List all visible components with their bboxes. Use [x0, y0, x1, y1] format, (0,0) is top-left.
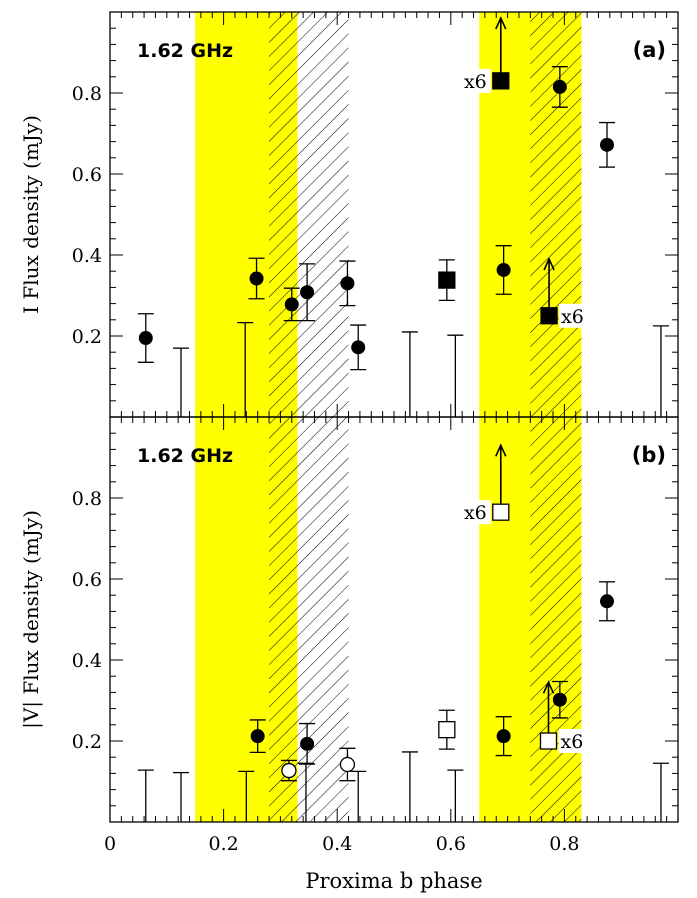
y-tick-label: 0.4 — [72, 650, 102, 672]
detection-point — [340, 276, 355, 291]
axes — [109, 11, 679, 823]
detection-point — [496, 729, 511, 744]
square-point — [492, 72, 510, 90]
scale-note: x6 — [464, 71, 487, 93]
arrow-head — [495, 443, 507, 457]
panel-label: (a) — [633, 38, 666, 62]
band-hatched — [530, 417, 582, 822]
band-hatched — [269, 12, 349, 417]
detection-point — [496, 262, 511, 277]
band-hatched — [530, 12, 582, 417]
y-tick-label: 0.6 — [72, 164, 102, 186]
detection-point — [300, 736, 315, 751]
y-tick-label: 0.2 — [72, 731, 102, 753]
open-point — [281, 762, 297, 779]
x-tick-label: 0.2 — [208, 833, 238, 855]
detection-point — [284, 297, 299, 312]
detection-point — [138, 331, 153, 346]
detection-point — [552, 79, 567, 94]
square-point — [539, 732, 558, 750]
detection-point — [600, 137, 614, 152]
detection-point — [552, 692, 567, 707]
y-tick-label: 0.8 — [72, 488, 102, 510]
panel-label: (b) — [632, 443, 666, 467]
note-background — [450, 68, 491, 93]
detection-point — [351, 340, 366, 355]
y-axis-label: I Flux density (mJy) — [19, 115, 43, 314]
shaded-bands — [195, 12, 582, 822]
open-point — [339, 756, 356, 773]
x-tick-label: 0.6 — [436, 833, 466, 855]
frequency-label: 1.62 GHz — [137, 445, 233, 467]
y-tick-label: 0.8 — [72, 83, 102, 105]
scale-note: x6 — [561, 306, 584, 328]
note-background — [450, 500, 491, 525]
detection-point — [300, 285, 315, 300]
square-point — [438, 721, 456, 739]
x-tick-label: 0.8 — [549, 833, 579, 855]
x-tick-label: 0 — [104, 833, 116, 855]
y-tick-label: 0.2 — [72, 326, 102, 348]
detection-point — [250, 729, 265, 744]
scale-note: x6 — [464, 502, 487, 524]
y-tick-label: 0.4 — [72, 245, 102, 267]
chart-labels: 0.2 0.4 0.6 0.8 I Flux density (mJy) 1.62 GHz… — [19, 38, 666, 893]
frequency-label: 1.62 GHz — [137, 40, 233, 62]
scale-note: x6 — [560, 731, 583, 753]
square-point — [540, 307, 558, 325]
data-points — [137, 16, 669, 822]
note-background — [558, 729, 599, 753]
arrow-head — [543, 257, 555, 271]
detection-point — [249, 271, 264, 286]
x-axis-label: Proxima b phase — [305, 869, 482, 893]
square-point — [492, 503, 510, 521]
y-axis-label: |V| Flux density (mJy) — [19, 510, 44, 729]
arrow-head — [542, 680, 555, 694]
band-hatched — [269, 417, 349, 822]
square-point — [438, 271, 456, 289]
x-tick-label: 0.4 — [322, 833, 352, 855]
y-tick-label: 0.6 — [72, 569, 102, 591]
detection-point — [600, 594, 614, 609]
note-background — [559, 303, 600, 328]
arrow-head — [495, 16, 507, 30]
